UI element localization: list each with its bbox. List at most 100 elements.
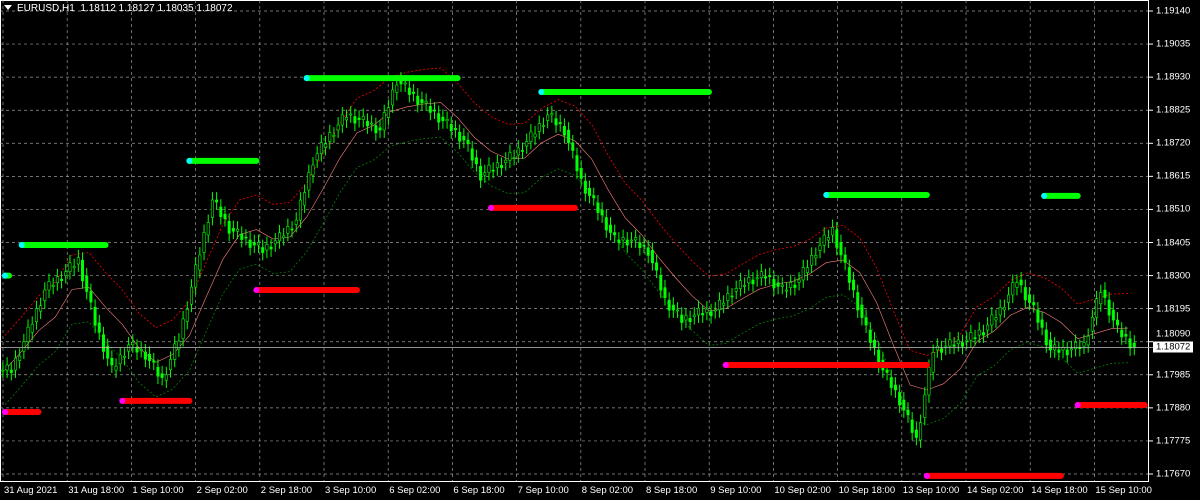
y-tick-label: 1.17670 [1156, 468, 1191, 480]
candle-body [470, 148, 474, 161]
candle-body [998, 307, 1002, 316]
candle-body [1095, 298, 1099, 318]
candle-body [466, 139, 470, 145]
candle-body [994, 317, 998, 321]
dropdown-triangle-icon[interactable] [4, 5, 12, 10]
candle-body [713, 309, 717, 312]
x-tick-label: 14 Sep 18:00 [1031, 485, 1088, 496]
candle-body [868, 329, 872, 343]
y-tick-label: 1.18720 [1156, 137, 1191, 149]
candle-body [839, 242, 843, 256]
candle-body [642, 244, 646, 247]
candle-body [730, 295, 734, 298]
x-tick-label: 10 Sep 02:00 [774, 485, 831, 496]
candle-body [533, 133, 537, 138]
candle-body [324, 143, 328, 148]
candle-body [374, 125, 378, 134]
candle-body [1082, 342, 1086, 347]
candle-body [1057, 349, 1061, 353]
x-tick-label: 2 Sep 18:00 [260, 485, 313, 496]
candle-body [852, 279, 856, 291]
candle-body [1015, 282, 1019, 288]
candle-body [315, 153, 319, 161]
y-tick-label: 1.18300 [1156, 270, 1191, 282]
candle-body [797, 279, 801, 283]
x-tick-label: 31 Aug 18:00 [68, 485, 125, 496]
current-price-label: 1.18072 [1153, 341, 1194, 353]
candle-body [303, 192, 307, 206]
candle-body [164, 374, 168, 381]
candle-body [1111, 309, 1115, 321]
candle-body [931, 352, 935, 373]
candle-body [18, 355, 22, 361]
candle-body [1, 369, 5, 372]
candle-body [1124, 334, 1128, 337]
candle-body [370, 122, 374, 125]
candle-body [956, 339, 960, 344]
y-tick-label: 1.17775 [1156, 435, 1191, 447]
candle-body [889, 377, 893, 388]
candle-body [97, 322, 101, 333]
candle-body [692, 314, 696, 317]
candle-body [546, 114, 550, 121]
candle-body [340, 114, 344, 126]
candle-body [395, 84, 399, 93]
candle-body [504, 159, 508, 164]
candle-body [1128, 338, 1132, 349]
candle-body [491, 169, 495, 172]
candle-body [290, 228, 294, 231]
lower-band-line [4, 136, 1129, 426]
candle-body [365, 120, 369, 127]
x-tick-label: 13 Sep 10:00 [902, 485, 960, 496]
y-tick-label: 1.18510 [1156, 203, 1191, 215]
candle-body [382, 112, 386, 131]
candle-body [198, 254, 202, 271]
candle-body [483, 172, 487, 176]
candle-body [298, 199, 302, 221]
y-tick-label: 1.18090 [1156, 328, 1191, 340]
candle-body [914, 429, 918, 438]
candle-body [265, 244, 269, 251]
candle-body [122, 355, 126, 358]
candle-body [709, 311, 713, 317]
candle-body [1023, 287, 1027, 301]
candle-body [1011, 282, 1015, 296]
candle-body [160, 373, 164, 378]
candle-body [906, 409, 910, 416]
candle-body [307, 172, 311, 191]
candle-body [927, 367, 931, 396]
candle-body [826, 237, 830, 241]
candle-body [940, 348, 944, 353]
x-tick-label: 1 Sep 10:00 [132, 485, 184, 496]
y-tick-label: 1.19140 [1156, 5, 1191, 17]
x-tick-label: 9 Sep 10:00 [710, 485, 762, 496]
candle-body [680, 314, 684, 323]
candle-body [801, 267, 805, 281]
candle-body [177, 340, 181, 350]
candle-body [9, 369, 13, 373]
candle-body [717, 299, 721, 311]
candle-body [525, 141, 529, 147]
candle-body [818, 244, 822, 251]
candle-body [64, 271, 68, 276]
level-start-dot [18, 242, 25, 249]
candle-body [39, 305, 43, 312]
middle-band-line [4, 102, 1129, 391]
candle-body [416, 95, 420, 105]
level-start-dot [2, 272, 8, 279]
candle-body [885, 369, 889, 373]
level-start-dot [923, 472, 930, 479]
candle-body [22, 341, 26, 352]
candle-body [328, 132, 332, 142]
candle-body [1019, 279, 1023, 286]
candle-body [596, 202, 600, 213]
candle-body [110, 357, 114, 366]
candle-body [349, 113, 353, 116]
candle-body [378, 127, 382, 131]
candle-body [85, 275, 89, 292]
candle-body [139, 349, 143, 351]
candle-body [336, 124, 340, 131]
candle-body [973, 337, 977, 339]
candle-body [1074, 342, 1078, 349]
